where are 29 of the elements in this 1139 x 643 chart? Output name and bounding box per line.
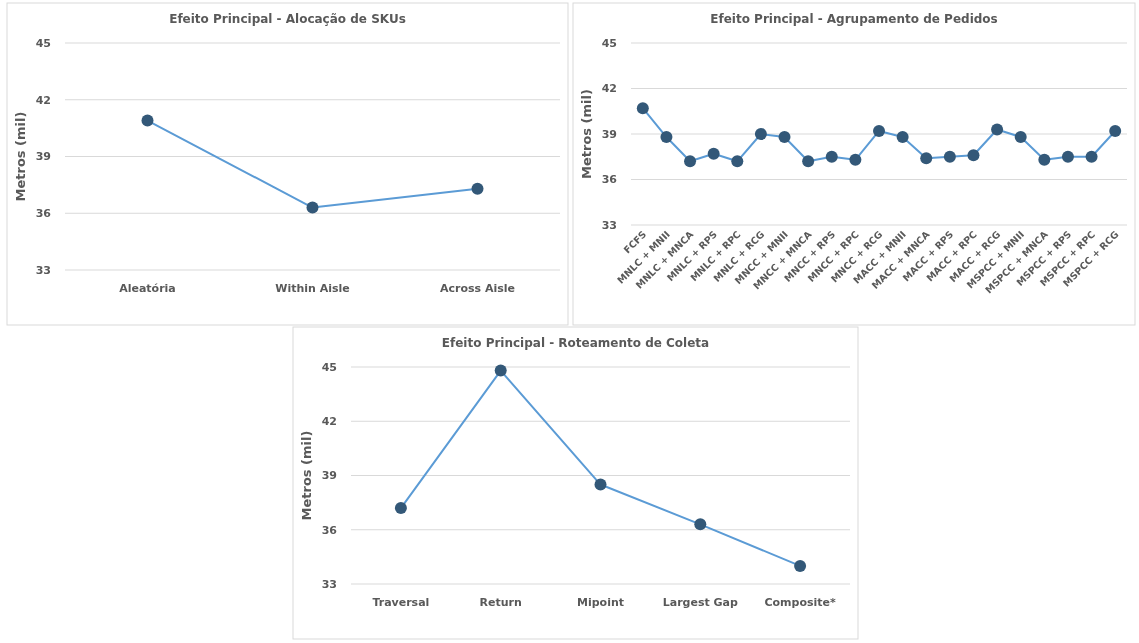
- y-tick-label: 33: [321, 577, 337, 591]
- y-tick-label: 39: [35, 150, 51, 164]
- y-axis-title: Metros (mil): [299, 430, 314, 521]
- y-tick-label: 39: [601, 127, 617, 141]
- x-tick-label: Return: [479, 596, 522, 609]
- y-tick-label: 39: [321, 469, 337, 483]
- y-tick-label: 36: [601, 173, 618, 187]
- y-tick-label: 45: [601, 36, 617, 50]
- x-tick-label: Across Aisle: [439, 282, 516, 295]
- chart-title: Efeito Principal - Agrupamento de Pedidos: [710, 12, 998, 26]
- y-tick-label: 42: [601, 82, 617, 96]
- x-tick-label: Within Aisle: [275, 282, 350, 295]
- y-tick-label: 36: [321, 523, 338, 537]
- y-tick-label: 42: [35, 93, 51, 107]
- chart-title: Efeito Principal - Roteamento de Coleta: [441, 336, 710, 350]
- y-tick-label: 36: [35, 207, 52, 221]
- y-tick-label: 45: [321, 360, 337, 374]
- y-tick-label: 42: [321, 415, 337, 429]
- y-tick-label: 33: [35, 263, 51, 277]
- y-tick-label: 45: [35, 36, 51, 50]
- x-tick-label: Largest Gap: [662, 596, 738, 609]
- y-axis-title: Metros (mil): [579, 89, 594, 179]
- x-tick-label: Composite*: [764, 596, 836, 609]
- y-tick-label: 33: [601, 218, 617, 232]
- chart-title: Efeito Principal - Alocação de SKUs: [169, 12, 406, 26]
- x-tick-label: Mipoint: [576, 596, 625, 609]
- x-tick-label: Traversal: [372, 596, 430, 609]
- y-axis-title: Metros (mil): [13, 111, 28, 202]
- x-tick-label: Aleatória: [119, 282, 176, 295]
